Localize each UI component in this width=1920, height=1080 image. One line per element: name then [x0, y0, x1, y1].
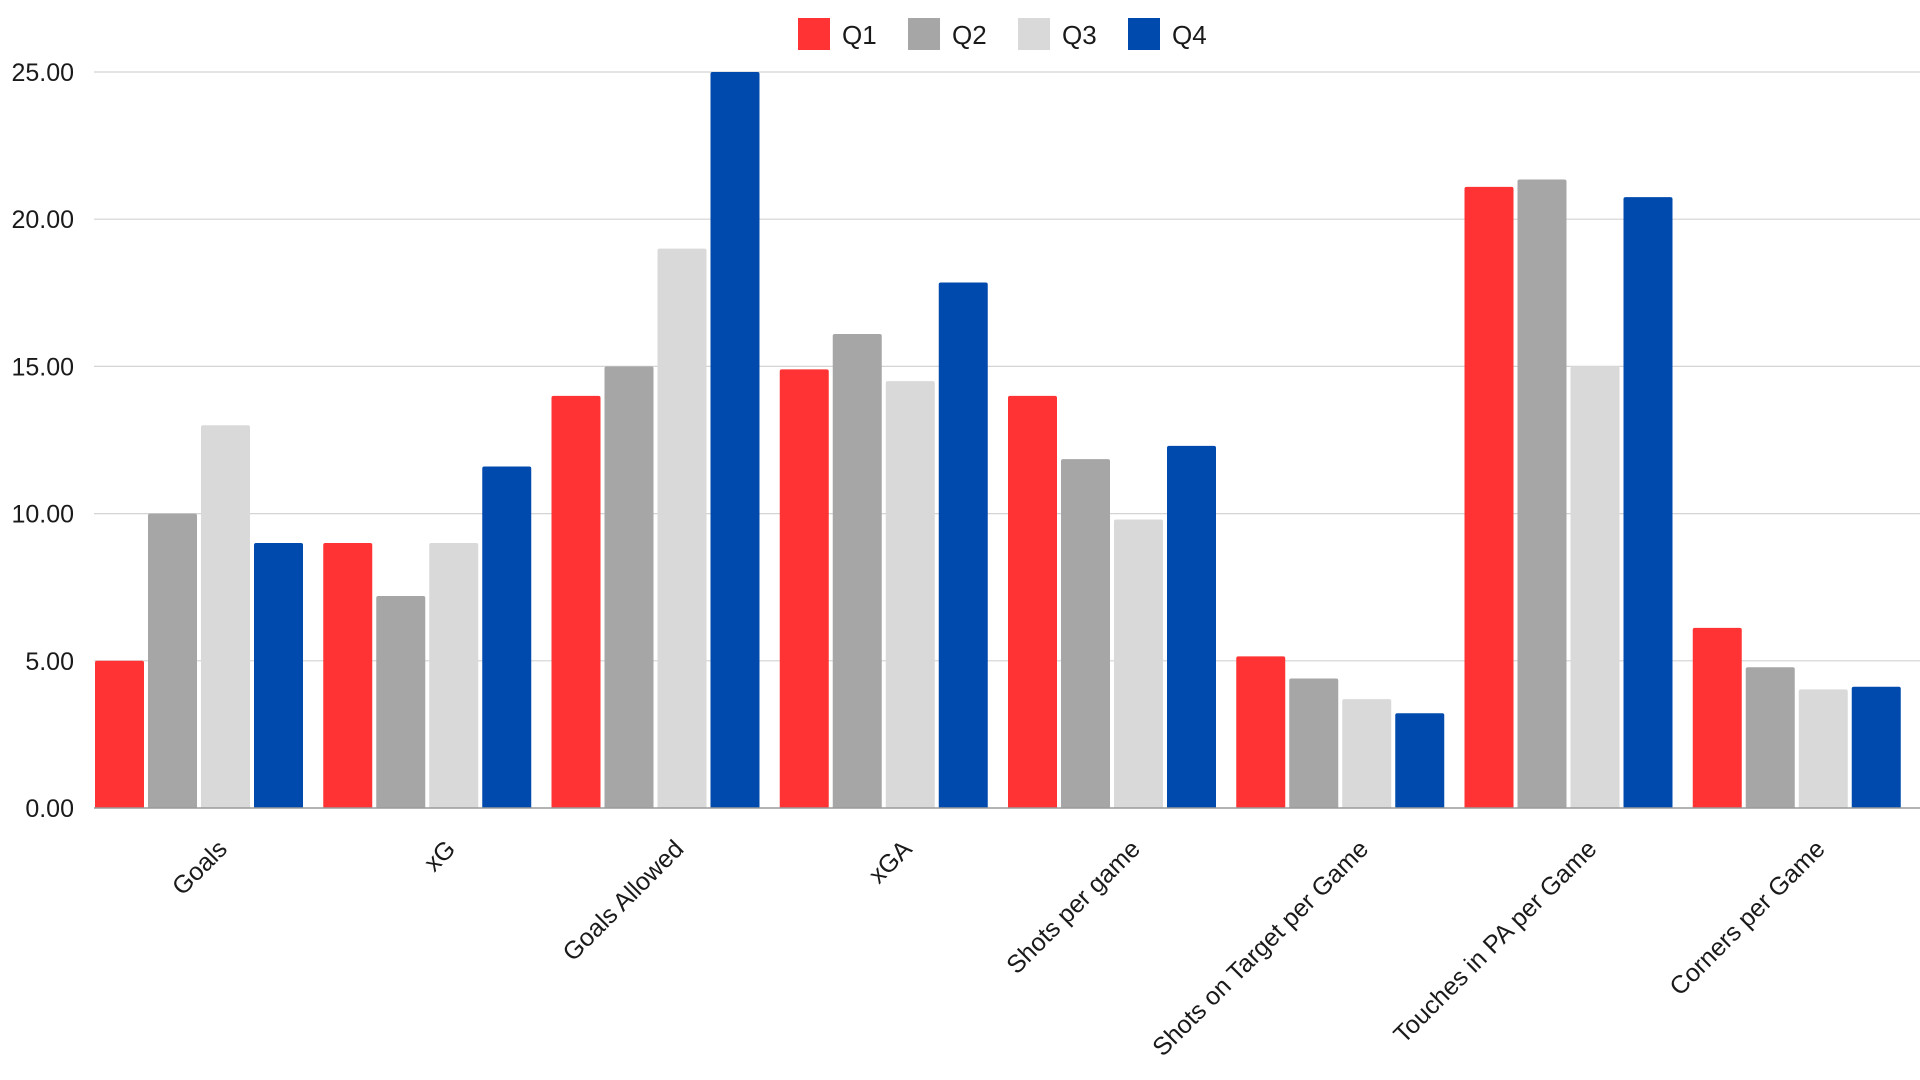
bar-q1-xga	[779, 369, 829, 808]
x-tick-label: Shots per game	[1001, 835, 1146, 980]
bar-q2-goals	[148, 513, 197, 808]
legend: Q1 Q2 Q3 Q4	[798, 18, 1207, 50]
x-tick-label: xGA	[863, 835, 917, 889]
bar-q3-corners-per-game	[1798, 689, 1848, 808]
legend-label: Q3	[1062, 20, 1097, 50]
legend-item-q1: Q1	[798, 18, 877, 50]
legend-label: Q2	[952, 20, 987, 50]
bar-q1-touches-in-pa-per-game	[1464, 186, 1514, 809]
legend-swatch	[908, 18, 940, 50]
y-tick-label: 20.00	[11, 206, 74, 234]
bars	[95, 72, 1901, 809]
bar-q3-shots-per-game	[1114, 519, 1163, 808]
legend-label: Q4	[1172, 20, 1207, 50]
bar-q3-touches-in-pa-per-game	[1570, 366, 1620, 808]
bar-q1-corners-per-game	[1692, 627, 1742, 808]
x-tick-label: Corners per Game	[1664, 835, 1830, 1001]
legend-swatch	[798, 18, 830, 50]
bar-q1-xg	[323, 543, 373, 808]
legend-swatch	[1018, 18, 1050, 50]
x-tick-label: xG	[419, 835, 461, 877]
x-tick-label: Shots on Target per Game	[1147, 835, 1374, 1062]
bar-q2-touches-in-pa-per-game	[1517, 179, 1567, 808]
bar-q1-goals-allowed	[551, 395, 601, 808]
bar-q4-goals-allowed	[710, 72, 760, 808]
y-tick-label: 5.00	[25, 648, 74, 676]
bar-q2-xga	[832, 334, 882, 808]
bar-q4-touches-in-pa-per-game	[1623, 197, 1673, 808]
bar-q4-xg	[482, 466, 532, 808]
bar-q3-xga	[885, 381, 935, 808]
x-tick-label: Goals	[167, 835, 233, 901]
bar-q1-goals	[95, 660, 144, 808]
bar-q2-shots-per-game	[1061, 459, 1110, 808]
bar-q2-corners-per-game	[1745, 667, 1795, 808]
bar-q2-shots-on-target-per-game	[1289, 678, 1339, 808]
bar-q4-shots-on-target-per-game	[1395, 713, 1445, 808]
bar-q4-goals	[254, 543, 303, 808]
legend-item-q3: Q3	[1018, 18, 1097, 50]
bar-q3-goals	[201, 425, 250, 808]
bar-q1-shots-on-target-per-game	[1236, 656, 1286, 808]
x-tick-label: Touches in PA per Game	[1388, 835, 1602, 1049]
bar-q3-shots-on-target-per-game	[1342, 699, 1392, 808]
bar-q3-goals-allowed	[657, 248, 707, 808]
bar-q3-xg	[429, 543, 479, 808]
y-tick-label: 15.00	[11, 353, 74, 381]
bar-q1-shots-per-game	[1008, 395, 1057, 808]
bar-q4-xga	[938, 282, 988, 809]
bar-q4-shots-per-game	[1167, 445, 1216, 808]
y-tick-label: 10.00	[11, 501, 74, 529]
x-tick-label: Goals Allowed	[557, 835, 689, 967]
bar-q4-corners-per-game	[1851, 686, 1901, 808]
y-tick-label: 25.00	[11, 59, 74, 87]
bar-q2-xg	[376, 596, 426, 808]
y-tick-label: 0.00	[25, 795, 74, 823]
legend-item-q2: Q2	[908, 18, 987, 50]
legend-swatch	[1128, 18, 1160, 50]
legend-item-q4: Q4	[1128, 18, 1207, 50]
bar-q2-goals-allowed	[604, 366, 654, 808]
legend-label: Q1	[842, 20, 877, 50]
